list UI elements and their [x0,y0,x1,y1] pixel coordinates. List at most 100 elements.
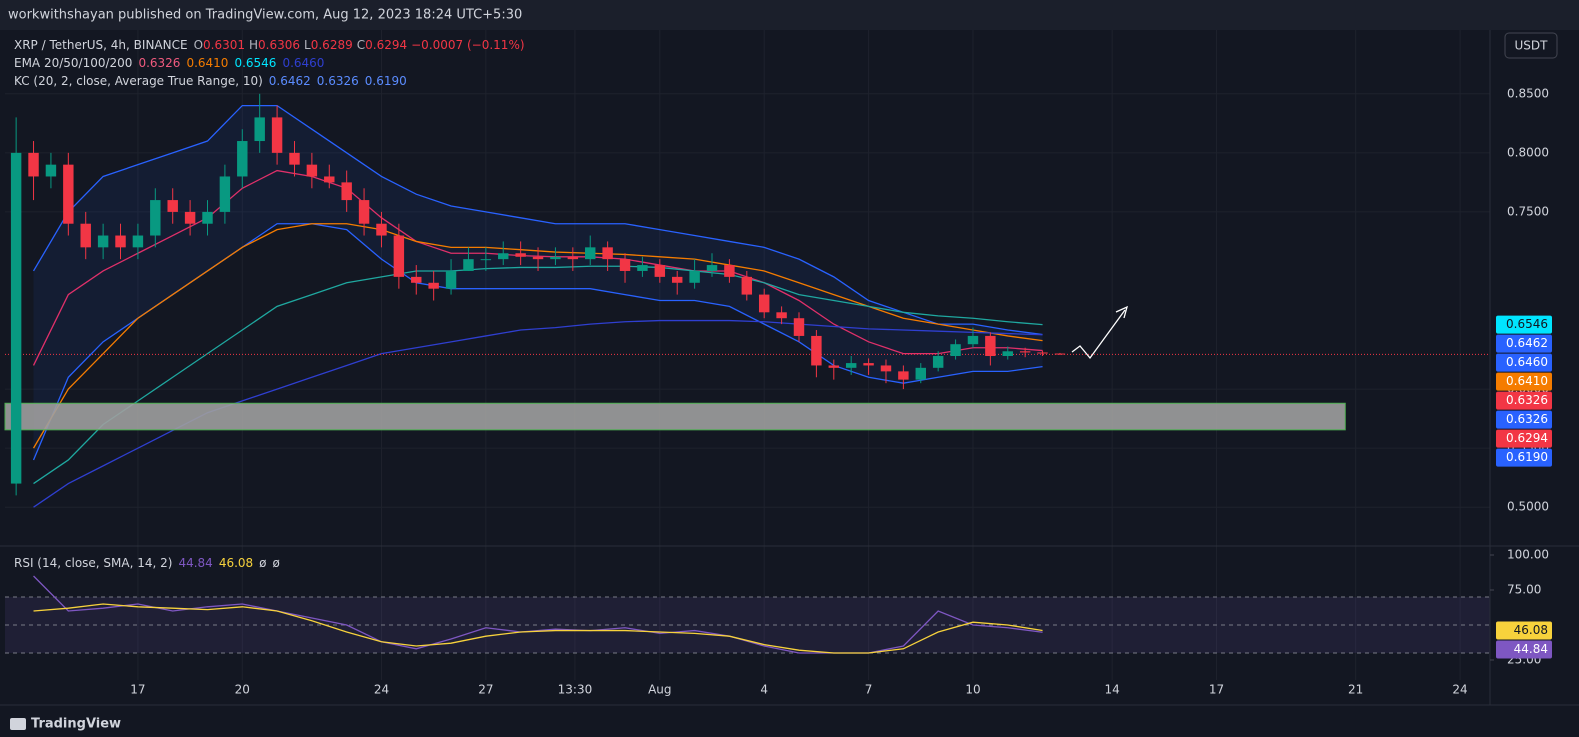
x-tick-label: 21 [1348,683,1363,697]
rsi-tick-label: 100.00 [1507,547,1549,561]
price-tag [1496,391,1552,410]
support-zone [4,402,1346,431]
candle-body [498,253,509,260]
candle-body [932,356,944,368]
candle-body [1054,353,1066,355]
legend-value: 0.6326 [317,74,359,88]
legend-value: 44.84 [178,556,212,570]
candle-body [532,256,544,260]
price-tag-label: 0.6190 [1506,450,1548,464]
candle-body [80,223,91,248]
x-tick-label: 24 [374,683,389,697]
arrow-head [1115,305,1128,319]
currency-button[interactable] [1504,32,1558,59]
candle-body [184,211,196,224]
x-tick-label: 27 [478,683,493,697]
candle-body [271,117,283,153]
candle-body [63,164,74,224]
candle-body [1002,351,1013,357]
arrow-drawing [1071,309,1126,360]
candle-body [376,223,387,236]
legend-value: 0.6190 [365,74,407,88]
header-text: workwithshayan published on TradingView.… [8,8,522,23]
legend-value: 0.6289 [311,38,353,52]
candle-body [915,367,926,380]
y-tick-label: 0.8500 [1507,86,1549,100]
candle-body [393,235,405,277]
x-tick-label: 13:30 [558,683,593,697]
candle-body [637,265,648,271]
candle-body [619,259,631,271]
candle-body [1037,352,1048,354]
price-tag [1496,640,1552,659]
currency-label[interactable]: USDT [1515,39,1549,53]
x-tick-label: 24 [1452,683,1467,697]
candle-body [567,256,579,260]
candle-body [167,200,178,212]
candle-body [324,176,335,183]
candle-body [115,235,126,248]
legend-value: 0.6306 [258,38,300,52]
legend-rsi: RSI (14, close, SMA, 14, 2) [14,556,172,570]
candle-body [10,152,22,484]
candle-body [741,276,753,295]
legend-row: EMA 20/50/100/200 0.6326 0.6410 0.6546 0.646… [14,56,324,70]
legend-row: XRP / TetherUS, 4h, BINANCE O0.6301 H0.630… [14,38,525,52]
legend-value: 0.6460 [282,56,324,70]
y-tick-label: 0.8000 [1507,145,1549,159]
legend-value: 46.08 [219,556,253,570]
header-bar [0,0,1579,30]
candle-body [289,152,300,165]
candle-body [689,270,700,283]
logo-icon [10,718,26,730]
candle-body [515,253,526,257]
y-tick-label: 0.5000 [1507,500,1549,514]
legend-ema: EMA 20/50/100/200 [14,56,132,70]
legend-value: 0.6326 [138,56,180,70]
legend-value: 0.6294 [365,38,407,52]
candle-body [585,247,596,260]
candle-body [463,259,474,271]
candle-body [811,335,822,366]
candle-body [411,276,422,283]
price-tag [1496,353,1552,372]
candle-body [776,312,787,319]
candle-body [445,270,457,289]
candle-body [237,141,248,177]
x-tick-label: 17 [130,683,145,697]
price-tag-label: 0.6546 [1506,317,1548,331]
legend-value: 0.6546 [234,56,276,70]
legend-kc: KC (20, 2, close, Average True Range, 10… [14,74,263,88]
rsi-sma-line [33,603,1043,654]
candle-body [845,363,857,368]
x-tick-label: Aug [648,683,671,697]
legend-symbol: XRP / TetherUS, 4h, BINANCE [14,38,188,52]
legend-key: L [304,38,311,52]
kc-upper [32,104,1043,336]
candle-body [706,265,718,271]
x-tick-label: 20 [235,683,250,697]
candle-body [428,282,439,289]
candle-body [150,200,161,236]
candle-body [602,247,613,260]
price-tag-label: 0.6410 [1506,374,1548,388]
plot-layer [4,30,1490,680]
candle-body [202,211,213,224]
candle-body [45,164,57,177]
candle-body [132,235,144,248]
candle-body [898,371,909,380]
candle-body [28,152,39,177]
candle-body [671,276,683,283]
legend-row: RSI (14, close, SMA, 14, 2) 44.84 46.08 ø ø [14,556,280,570]
price-tag-label: 0.6326 [1506,412,1548,426]
candle-body [985,335,996,357]
candle-body [724,265,735,277]
candle-body [254,117,265,142]
legend-key: O [194,38,203,52]
legend-value: 0.6462 [269,74,311,88]
legend-key: C [357,38,365,52]
candle-body [219,176,231,212]
candle-body [793,318,805,336]
legend-value: 0.6410 [186,56,228,70]
